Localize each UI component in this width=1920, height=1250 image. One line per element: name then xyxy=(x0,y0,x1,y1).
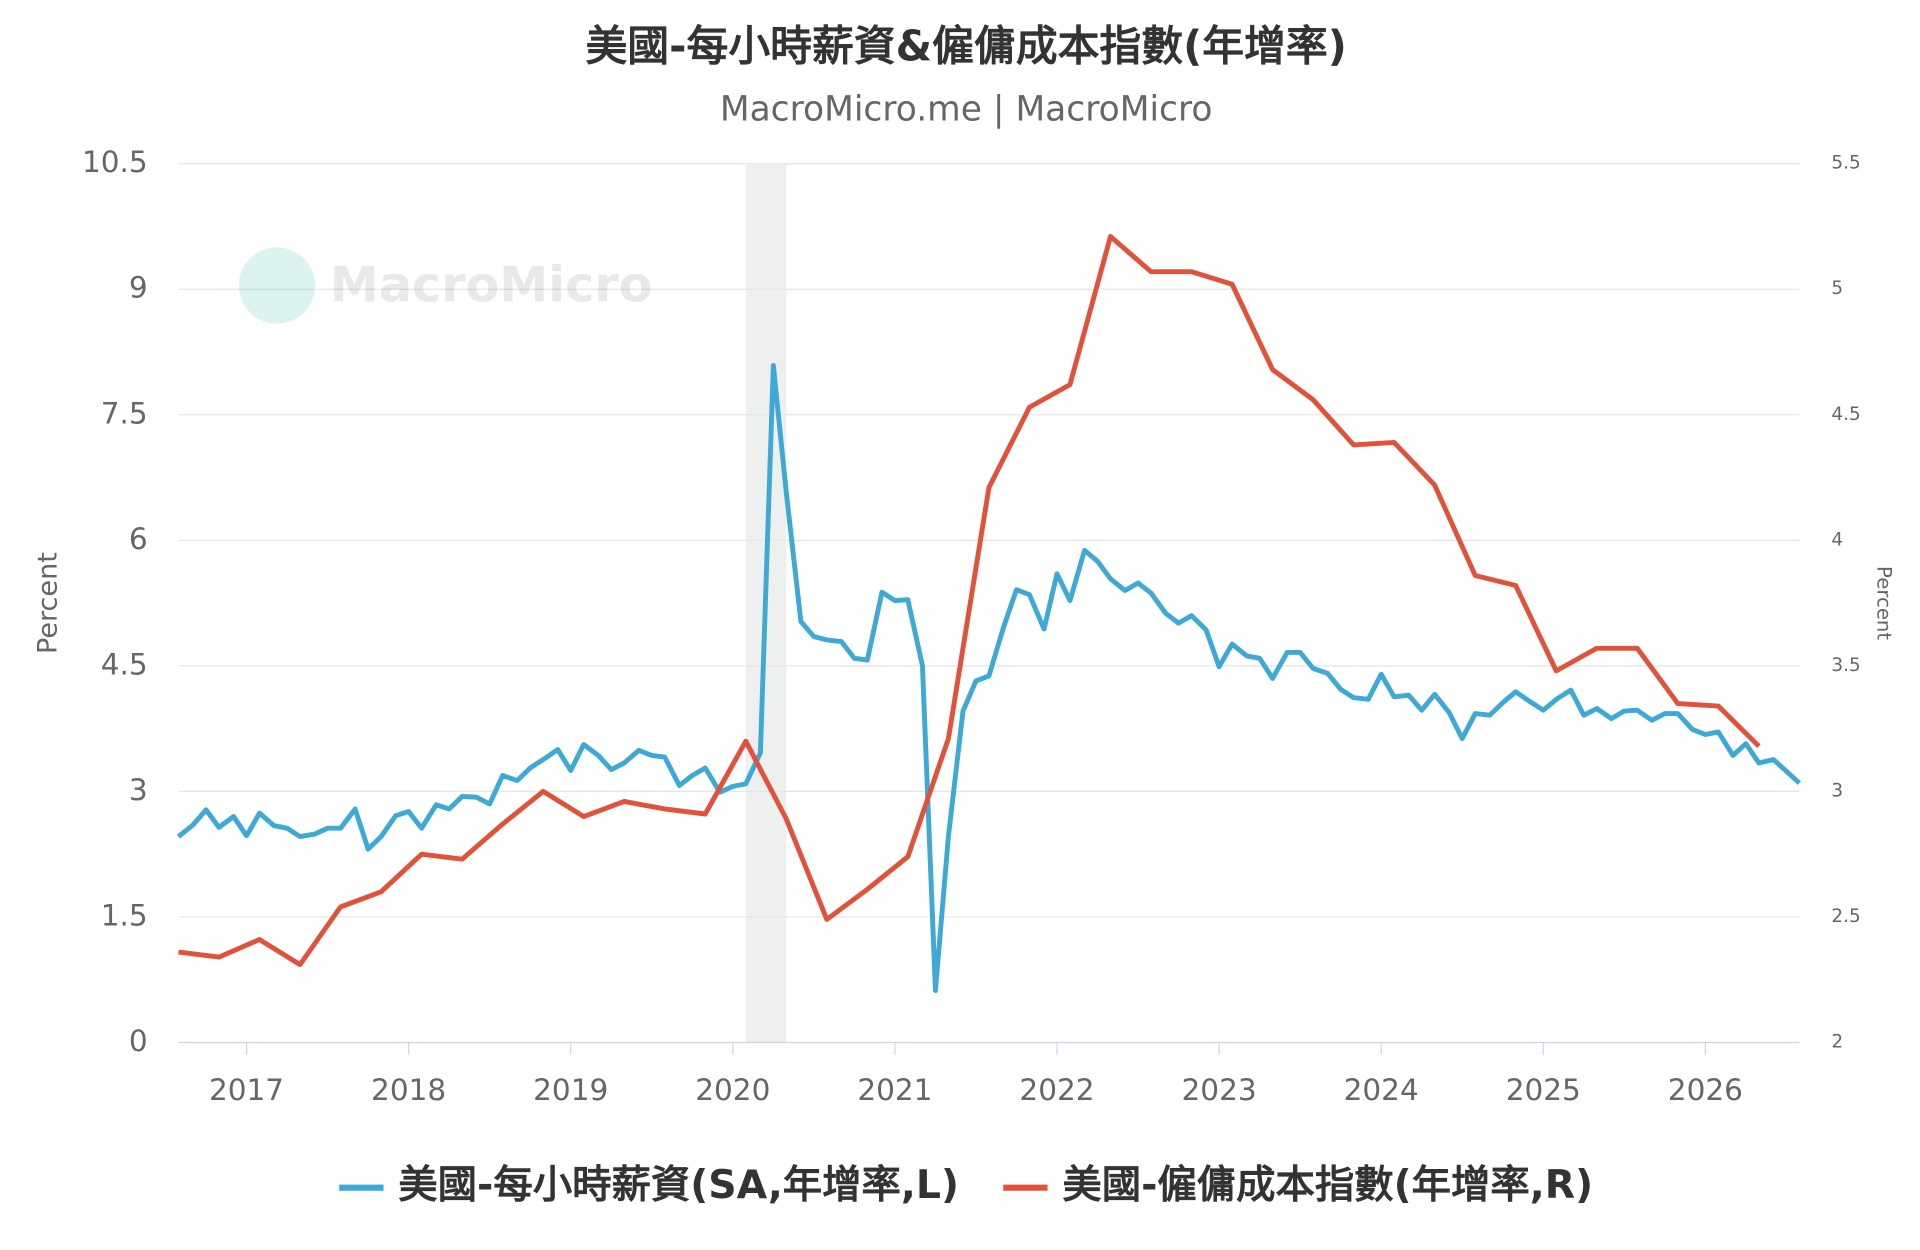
y2-tick-label: 5.5 xyxy=(1831,153,1860,174)
y-tick-label: 1.5 xyxy=(101,898,148,932)
x-tick-label: 2026 xyxy=(1668,1073,1743,1107)
y-tick-label: 4.5 xyxy=(101,647,148,681)
x-tick-label: 2023 xyxy=(1182,1073,1257,1107)
y2-tick-label: 4 xyxy=(1831,529,1843,550)
y2-tick-label: 5 xyxy=(1831,278,1843,299)
x-tick-label: 2020 xyxy=(695,1073,770,1107)
x-tick-label: 2025 xyxy=(1506,1073,1581,1107)
watermark: MacroMicro xyxy=(238,247,653,324)
chart-title: 美國-每小時薪資&僱傭成本指數(年增率) xyxy=(585,22,1346,71)
plot-background xyxy=(178,163,1800,1044)
x-tick-label: 2024 xyxy=(1344,1073,1419,1107)
x-tick-label: 2021 xyxy=(857,1073,932,1107)
x-tick-label: 2018 xyxy=(371,1073,446,1107)
chart-subtitle: MacroMicro.me | MacroMicro xyxy=(720,89,1213,129)
y-tick-label: 0 xyxy=(129,1024,148,1058)
x-tick-label: 2017 xyxy=(209,1073,284,1107)
watermark-logo xyxy=(238,247,316,324)
x-tick-label: 2019 xyxy=(533,1073,608,1107)
y-tick-label: 3 xyxy=(129,773,148,807)
y-tick-label: 6 xyxy=(129,522,148,556)
y2-tick-label: 2 xyxy=(1831,1031,1843,1052)
y-tick-label: 10.5 xyxy=(82,145,148,179)
series-line xyxy=(176,362,1802,994)
y2-tick-label: 3.5 xyxy=(1831,655,1860,676)
series-line xyxy=(178,234,1761,968)
y2-tick-label: 3 xyxy=(1831,780,1843,801)
watermark-text: MacroMicro xyxy=(330,256,653,314)
y2-tick-label: 2.5 xyxy=(1831,906,1860,927)
legend-label: 美國-僱傭成本指數(年增率,R) xyxy=(1062,1162,1593,1208)
x-tick-label: 2022 xyxy=(1019,1073,1094,1107)
y-axis-title: Percent xyxy=(33,552,64,654)
y-tick-label: 7.5 xyxy=(101,396,148,430)
legend-label: 美國-每小時薪資(SA,年增率,L) xyxy=(398,1162,959,1208)
legend: 美國-每小時薪資(SA,年增率,L) 美國-僱傭成本指數(年增率,R) xyxy=(339,1162,1593,1208)
y2-axis-title: Percent xyxy=(1873,566,1896,640)
y2-tick-label: 4.5 xyxy=(1831,404,1860,425)
y-tick-label: 9 xyxy=(129,271,148,305)
